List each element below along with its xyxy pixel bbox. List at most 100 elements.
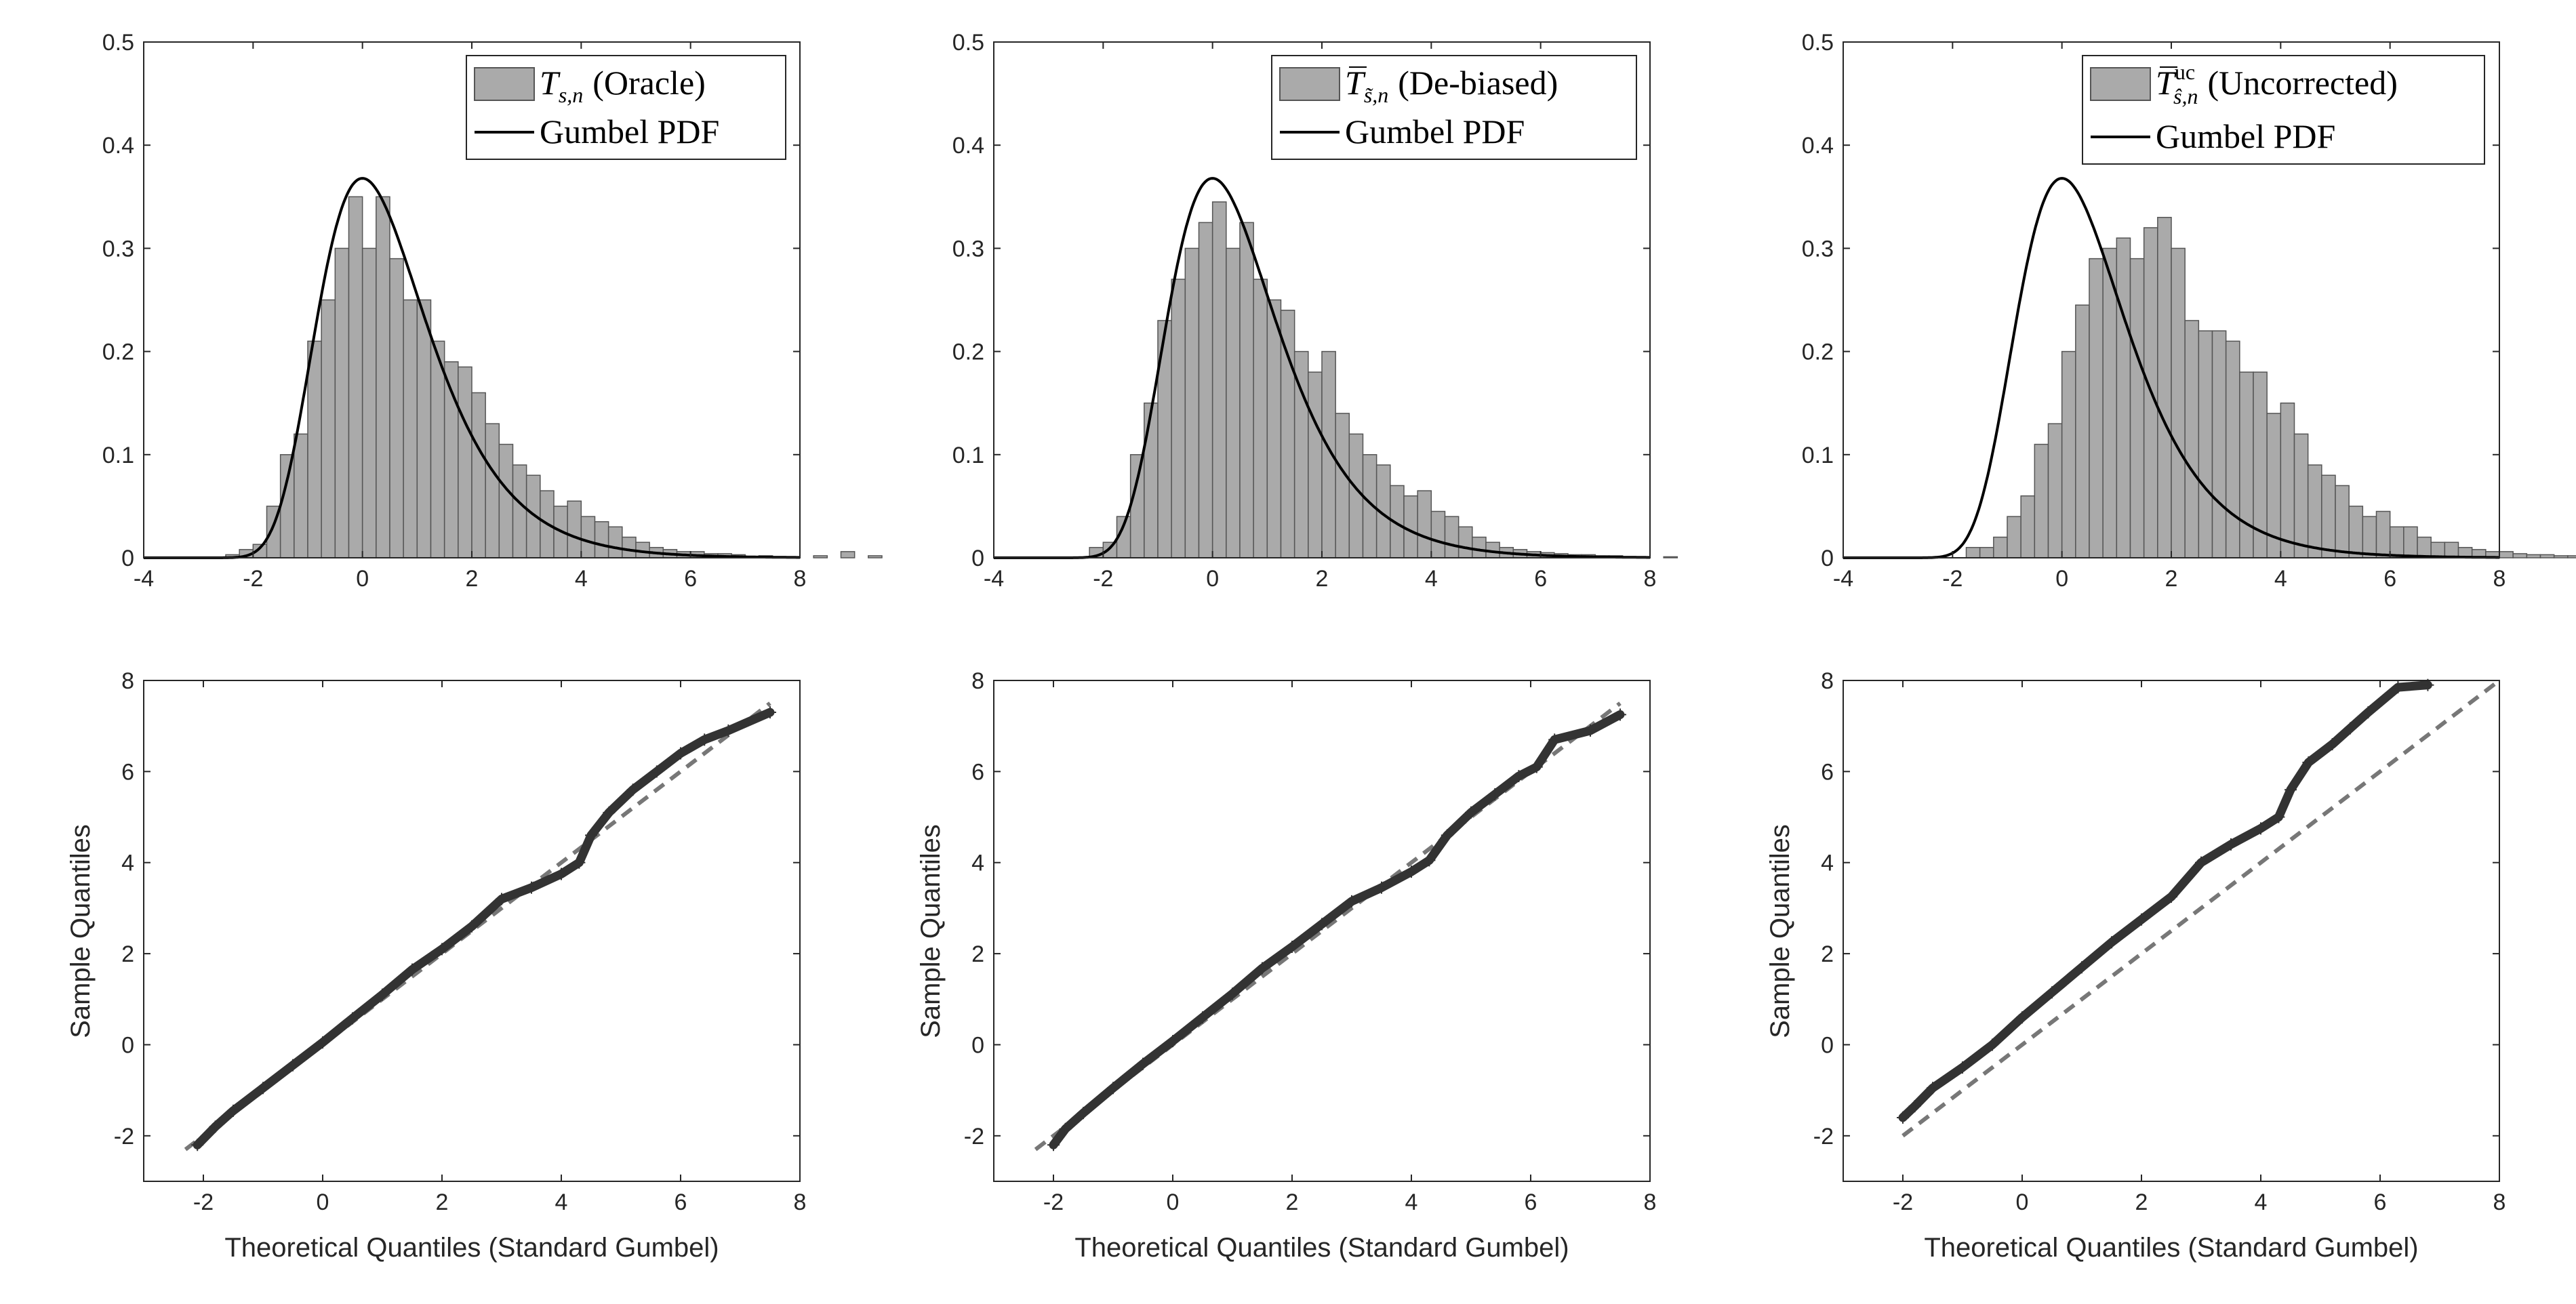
qq-point: [1986, 1038, 1998, 1051]
histogram-bar: [2375, 510, 2391, 558]
x-tick-label: 4: [575, 566, 588, 592]
histogram-bar: [813, 555, 828, 558]
hist-debiased-plot: -4 -2 0 2 4 6 8 0 0.1 0.2 0.3 0.4 0.5: [952, 30, 1678, 592]
qq-point: [466, 920, 478, 933]
x-tick-label: 2: [2165, 566, 2178, 592]
histogram-bar: [2075, 304, 2090, 558]
qq-point: [2106, 936, 2118, 949]
histogram-bar: [1348, 433, 1364, 558]
hist-uncorrected-panel: -4 -2 0 2 4 6 8 0 0.1 0.2 0.3 0.4 0.5 Tuc ŝ,n (Uncorre…: [1802, 30, 2576, 592]
qq-point: [376, 988, 388, 1001]
x-tick-label: 2: [466, 566, 479, 592]
histogram-bar: [2047, 423, 2063, 558]
histogram-bar: [485, 423, 500, 558]
qq-oracle-panel: -2 0 2 4 6 8 -2 0 2 4 6 8 Theoretical Quantiles (St…: [66, 668, 806, 1263]
legend-hist-label: Ts,n (Oracle): [540, 64, 706, 107]
histogram-bar: [471, 392, 486, 558]
x-tick-label: -2: [243, 566, 263, 592]
legend-pdf-label: Gumbel PDF: [540, 113, 719, 150]
y-tick-label: 0.1: [952, 443, 984, 468]
legend-bar-swatch: [474, 67, 535, 101]
histogram-bar: [1239, 222, 1254, 558]
x-tick-label: -2: [1093, 566, 1113, 592]
qq-point: [496, 893, 508, 905]
qq-point: [346, 1012, 359, 1025]
x-tick-label: 0: [1206, 566, 1219, 592]
legend-debiased: Ts̃,n (De-biased) Gumbel PDF: [1271, 55, 1637, 160]
qq-point: [764, 706, 776, 719]
hist-oracle-panel: -4 -2 0 2 4 6 8 0 0.1 0.2 0.3 0.4 0.5 Ts,n (Oracle) G…: [102, 30, 883, 592]
y-tick-label: 6: [1821, 759, 1834, 785]
y-tick-label: 6: [971, 759, 984, 785]
y-axis-label: Sample Quantiles: [916, 824, 946, 1038]
x-tick-label: 8: [1644, 1189, 1657, 1215]
qq-point: [585, 829, 597, 842]
qq-point: [1137, 1057, 1149, 1070]
histogram-bar: [1430, 510, 1446, 558]
histogram-bar: [2567, 555, 2576, 558]
axes-box: [143, 680, 801, 1182]
x-tick-label: 4: [1405, 1189, 1418, 1215]
hist-debiased-panel: -4 -2 0 2 4 6 8 0 0.1 0.2 0.3 0.4 0.5 Ts̃,n (De-biase…: [952, 30, 1678, 592]
histogram-bar: [2198, 330, 2213, 558]
histogram-bar: [1335, 413, 1350, 558]
reference-line: [1901, 678, 2501, 1138]
histogram-bar: [2007, 516, 2021, 558]
qq-point: [573, 856, 586, 869]
histogram-bar: [2102, 247, 2118, 558]
qq-point: [2016, 1011, 2028, 1024]
histogram-bar: [2034, 443, 2049, 558]
histogram-bar: [2129, 258, 2145, 558]
y-tick-label: 0.2: [1802, 340, 1834, 365]
legend-subscript: s̃,n: [1364, 83, 1388, 107]
x-tick-label: 0: [1167, 1189, 1180, 1215]
y-tick-label: 0.3: [102, 236, 134, 262]
axes-box: [993, 680, 1651, 1182]
x-tick-label: 0: [2055, 566, 2068, 592]
qq-point: [603, 806, 616, 819]
qq-point-trace: [1898, 680, 2432, 1122]
x-tick-label: 4: [555, 1189, 568, 1215]
x-tick-label: 6: [2383, 566, 2396, 592]
y-tick-label: -2: [114, 1124, 134, 1149]
x-tick-label: 6: [1525, 1189, 1537, 1215]
x-tick-label: -4: [1833, 566, 1853, 592]
y-tick-label: 0.4: [102, 133, 134, 159]
x-tick-label: 6: [2374, 1189, 2387, 1215]
legend-main-symbol: T: [1345, 64, 1366, 102]
qq-point: [2362, 706, 2375, 719]
histogram-bar: [2020, 495, 2036, 558]
histogram-bar: [430, 340, 445, 558]
qq-point: [2046, 986, 2058, 999]
histogram-bar: [1280, 309, 1295, 558]
histogram-bar: [1129, 454, 1145, 558]
histogram-bar: [2211, 330, 2227, 558]
histogram-bar: [2553, 555, 2569, 558]
qq-point: [1956, 1061, 1969, 1074]
histogram-bar: [2293, 433, 2309, 558]
qq-point: [191, 1139, 204, 1152]
y-tick-label: 0: [971, 1032, 984, 1058]
histogram-bar: [2061, 350, 2076, 558]
x-tick-label: 6: [675, 1189, 687, 1215]
y-tick-label: 0: [121, 546, 134, 571]
histogram-bar: [1457, 526, 1473, 558]
histogram-bar: [361, 247, 377, 558]
qq-point: [1465, 806, 1477, 819]
x-axis-label: Theoretical Quantiles (Standard Gumbel): [1074, 1233, 1569, 1263]
histogram-bar: [1444, 516, 1460, 558]
qq-point: [525, 881, 538, 894]
qq-point: [1346, 895, 1358, 908]
legend-suffix: (Uncorrected): [2207, 64, 2397, 102]
x-tick-label: 8: [1644, 566, 1657, 592]
qq-point: [1441, 829, 1453, 842]
histogram-bar: [1403, 495, 1418, 558]
histogram-bar: [1253, 279, 1268, 558]
histogram-bar: [607, 526, 623, 558]
y-tick-label: 0.4: [1802, 133, 1834, 159]
qq-point: [2165, 891, 2177, 903]
qq-point: [2285, 783, 2297, 796]
x-tick-label: 6: [684, 566, 697, 592]
qq-point: [722, 724, 735, 737]
histogram-bar: [2389, 526, 2404, 558]
